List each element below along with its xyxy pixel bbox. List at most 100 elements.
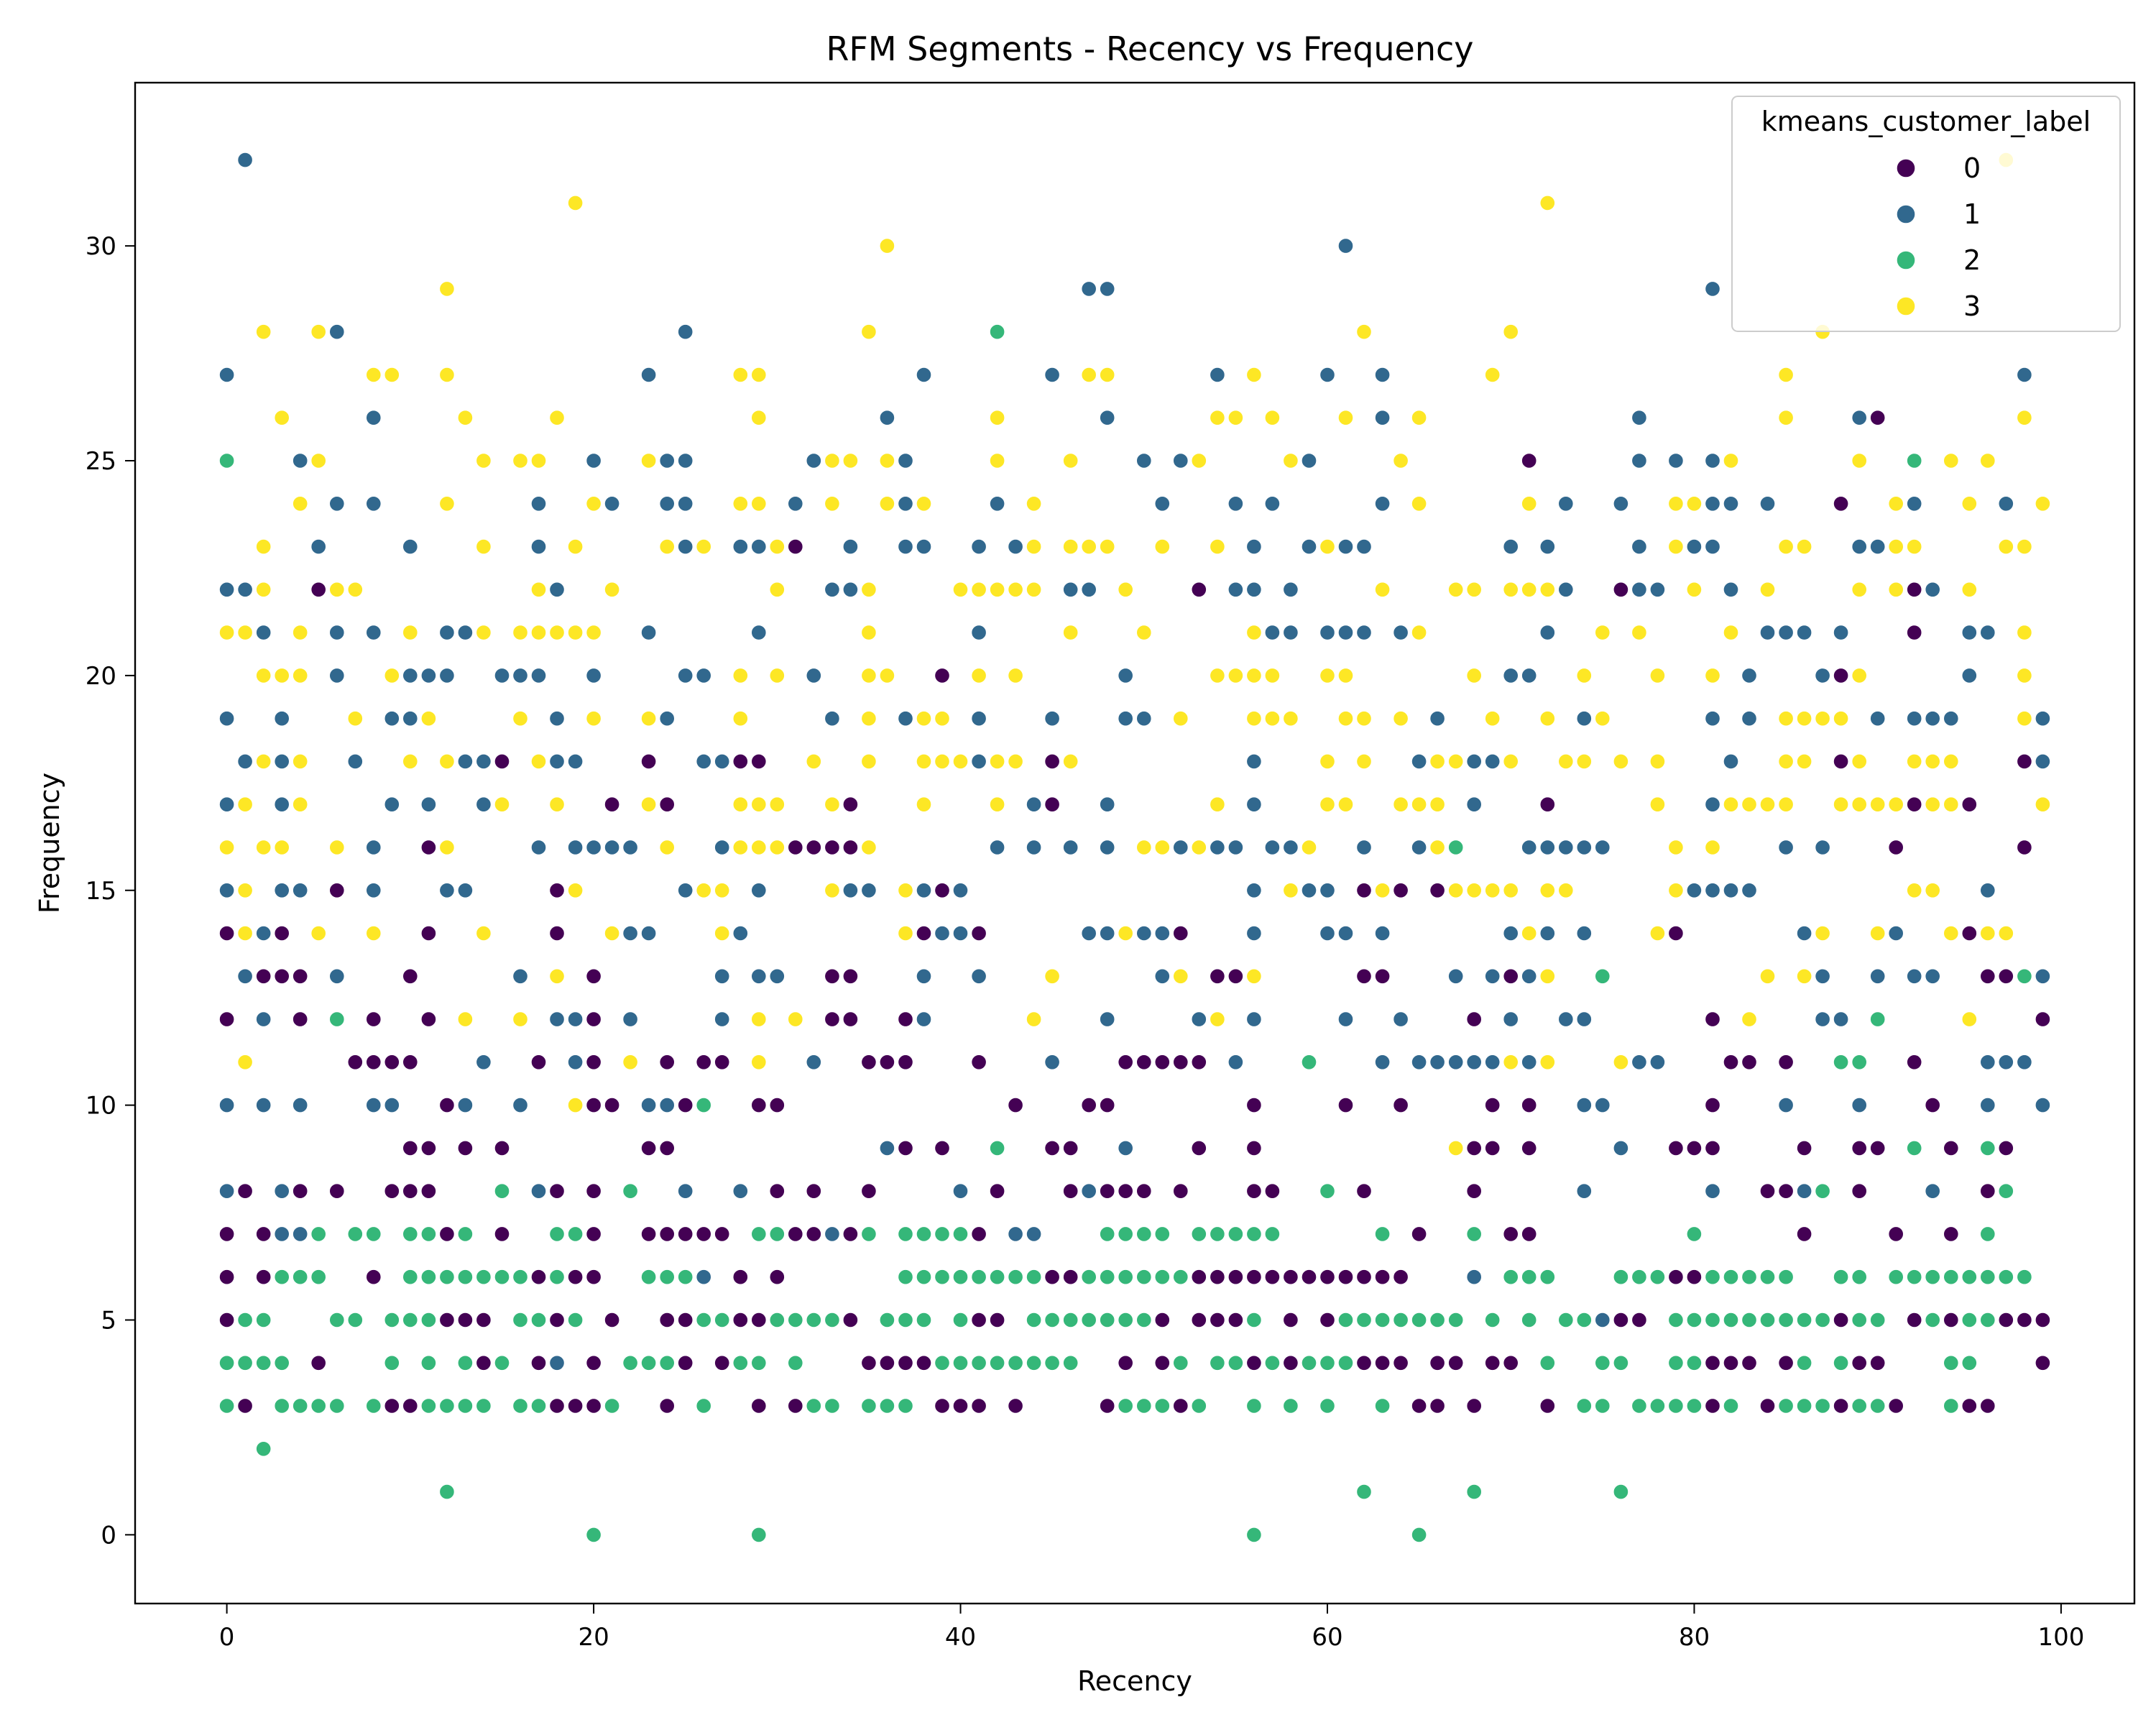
scatter-point-label-1 xyxy=(1869,968,1886,985)
scatter-point-label-0 xyxy=(1282,1355,1299,1371)
scatter-point-label-0 xyxy=(1191,1140,1207,1156)
scatter-point-label-2 xyxy=(806,1312,822,1328)
scatter-point-label-0 xyxy=(732,753,749,770)
scatter-point-label-3 xyxy=(1961,581,1978,598)
scatter-point-label-1 xyxy=(1154,968,1171,985)
scatter-point-label-3 xyxy=(1943,925,1960,942)
scatter-point-label-0 xyxy=(824,968,841,985)
scatter-point-label-0 xyxy=(1135,1182,1153,1200)
scatter-point-label-2 xyxy=(1026,1269,1042,1285)
scatter-point-label-0 xyxy=(677,1097,694,1113)
scatter-point-label-3 xyxy=(769,796,786,813)
scatter-point-label-0 xyxy=(292,968,308,985)
scatter-point-label-2 xyxy=(750,1355,768,1371)
scatter-point-label-3 xyxy=(970,581,987,598)
scatter-point-label-3 xyxy=(347,710,364,727)
scatter-point-label-1 xyxy=(1154,925,1171,942)
scatter-point-label-1 xyxy=(1557,1011,1575,1028)
scatter-point-label-0 xyxy=(1961,1397,1978,1414)
scatter-point-label-0 xyxy=(420,1140,437,1156)
scatter-point-label-1 xyxy=(255,1097,272,1113)
scatter-point-label-1 xyxy=(255,624,272,641)
scatter-point-label-0 xyxy=(1282,1269,1299,1285)
scatter-point-label-1 xyxy=(1264,839,1281,856)
scatter-point-label-1 xyxy=(879,410,895,426)
scatter-point-label-0 xyxy=(1099,1097,1115,1113)
x-tick-label: 0 xyxy=(219,1623,235,1652)
scatter-point-label-2 xyxy=(236,1355,254,1371)
scatter-point-label-2 xyxy=(530,1397,547,1414)
scatter-point-label-0 xyxy=(916,1355,932,1371)
scatter-point-label-2 xyxy=(402,1269,418,1285)
scatter-point-label-2 xyxy=(457,1355,474,1371)
scatter-point-label-3 xyxy=(1539,581,1556,598)
scatter-point-label-2 xyxy=(1723,1269,1739,1285)
plot-frame xyxy=(134,81,2136,1605)
scatter-point-label-3 xyxy=(989,410,1005,426)
scatter-point-label-2 xyxy=(438,1397,456,1414)
scatter-point-label-0 xyxy=(1172,925,1189,942)
scatter-point-label-1 xyxy=(1557,839,1575,856)
scatter-point-label-0 xyxy=(1961,925,1978,942)
scatter-point-label-3 xyxy=(1245,667,1263,684)
scatter-point-label-2 xyxy=(420,1269,437,1285)
scatter-point-label-3 xyxy=(1723,796,1739,813)
scatter-point-label-2 xyxy=(1557,1312,1575,1328)
scatter-point-label-2 xyxy=(640,1269,657,1285)
scatter-point-label-2 xyxy=(1117,1269,1134,1285)
scatter-point-label-0 xyxy=(1484,1355,1501,1371)
scatter-point-label-1 xyxy=(1227,495,1244,512)
scatter-point-label-1 xyxy=(1319,624,1336,641)
scatter-point-label-1 xyxy=(1631,538,1648,555)
scatter-point-label-1 xyxy=(1521,667,1537,684)
scatter-point-label-0 xyxy=(1796,1140,1812,1156)
scatter-point-label-3 xyxy=(1227,667,1244,684)
scatter-point-label-1 xyxy=(530,839,547,856)
scatter-point-label-2 xyxy=(1337,1312,1354,1328)
scatter-point-label-3 xyxy=(1777,538,1795,555)
scatter-point-label-2 xyxy=(328,1397,345,1414)
scatter-point-label-3 xyxy=(1777,410,1795,426)
scatter-point-label-2 xyxy=(1264,1355,1281,1371)
scatter-point-label-1 xyxy=(1557,581,1575,598)
scatter-point-label-0 xyxy=(677,1355,694,1371)
scatter-point-label-1 xyxy=(1355,839,1373,856)
scatter-point-label-1 xyxy=(438,667,456,684)
scatter-point-label-1 xyxy=(1319,367,1336,383)
scatter-point-label-2 xyxy=(310,1397,327,1414)
y-axis: 0 5 10 15 20 25 30 xyxy=(86,232,135,1550)
scatter-point-label-3 xyxy=(934,753,951,770)
scatter-point-label-0 xyxy=(1337,1269,1354,1285)
scatter-point-label-1 xyxy=(1099,410,1115,426)
scatter-point-label-2 xyxy=(1117,1225,1134,1243)
scatter-point-label-0 xyxy=(292,1011,308,1028)
scatter-point-label-0 xyxy=(1355,1182,1373,1200)
scatter-point-label-1 xyxy=(916,367,932,383)
legend-label-2: 2 xyxy=(1963,244,1981,276)
scatter-point-label-1 xyxy=(1704,495,1721,512)
scatter-point-label-2 xyxy=(1613,1269,1629,1285)
scatter-point-label-1 xyxy=(1777,624,1795,641)
scatter-point-label-1 xyxy=(567,839,584,856)
scatter-point-label-1 xyxy=(274,796,290,813)
scatter-point-label-1 xyxy=(604,839,620,856)
scatter-point-label-1 xyxy=(1576,1011,1593,1028)
scatter-point-label-2 xyxy=(1649,1397,1666,1414)
scatter-point-label-0 xyxy=(970,925,987,942)
scatter-point-label-3 xyxy=(1154,839,1171,856)
scatter-point-label-2 xyxy=(1209,1225,1226,1243)
scatter-point-label-3 xyxy=(860,710,877,727)
scatter-point-label-1 xyxy=(365,410,382,426)
scatter-point-label-1 xyxy=(1686,882,1703,899)
scatter-point-label-2 xyxy=(1135,1269,1153,1285)
scatter-point-label-0 xyxy=(1355,968,1373,985)
scatter-point-label-0 xyxy=(585,1054,602,1071)
scatter-point-label-1 xyxy=(1851,410,1868,426)
scatter-point-label-0 xyxy=(585,1225,602,1243)
scatter-point-label-0 xyxy=(1686,1140,1703,1156)
scatter-point-label-2 xyxy=(1191,1225,1207,1243)
scatter-point-label-1 xyxy=(1062,839,1079,856)
scatter-point-label-2 xyxy=(879,1312,895,1328)
scatter-point-label-0 xyxy=(640,1225,657,1243)
scatter-point-label-2 xyxy=(292,1397,308,1414)
